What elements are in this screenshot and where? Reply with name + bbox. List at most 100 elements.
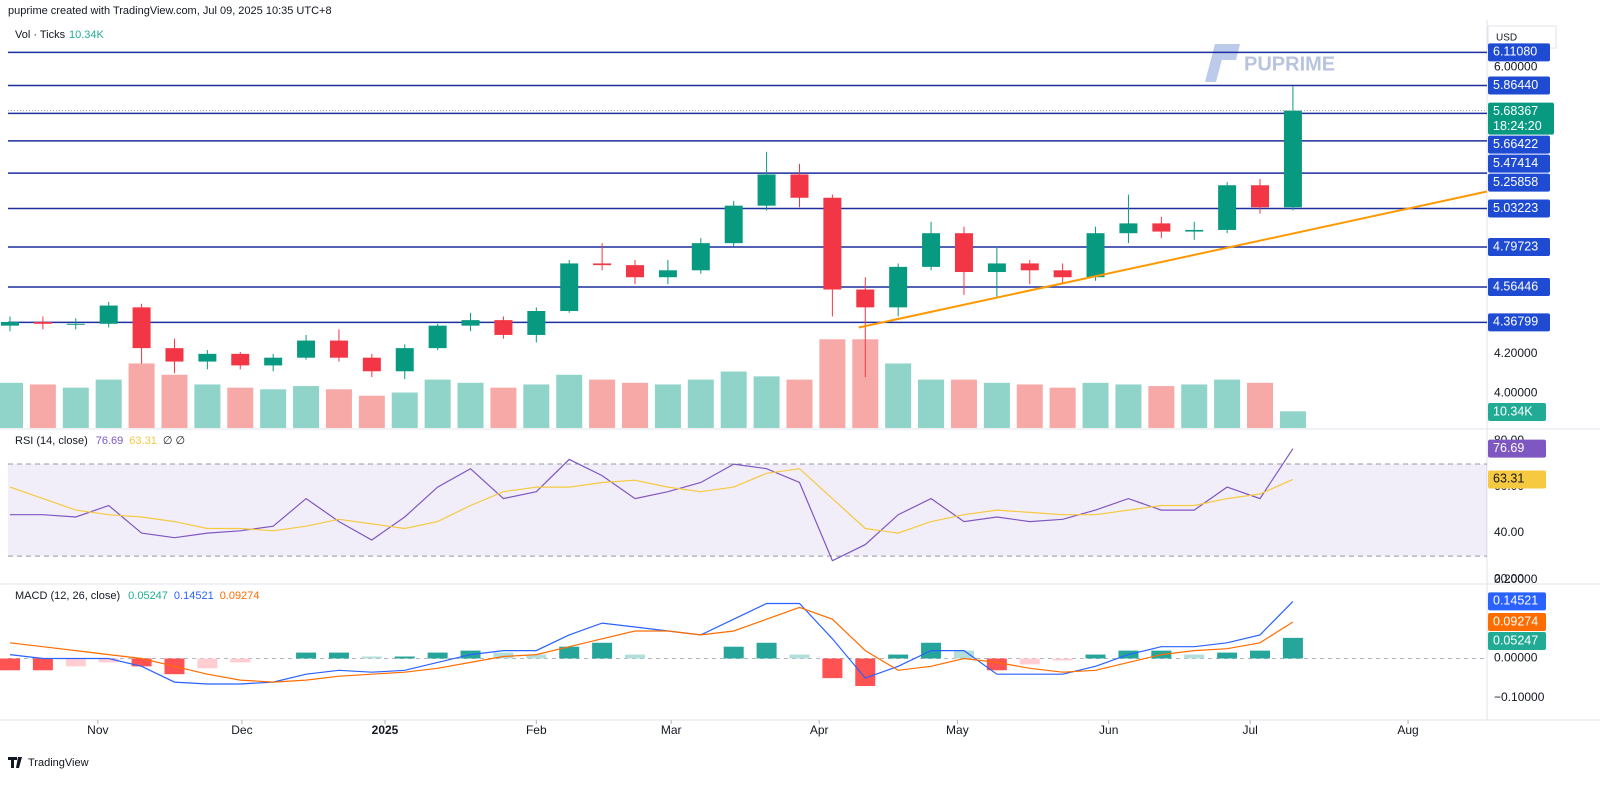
volume-bar — [161, 374, 188, 428]
histogram-bar — [32, 658, 53, 671]
candle-body — [790, 174, 809, 198]
volume-bar — [589, 379, 616, 428]
volume-bar — [654, 384, 681, 428]
countdown: 18:24:20 — [1493, 119, 1542, 133]
volume-bar — [1049, 387, 1076, 428]
axis-value-label-box — [1488, 592, 1546, 611]
level-label-box — [1488, 313, 1550, 332]
histogram-bar — [953, 650, 974, 659]
x-tick-label: 2025 — [372, 723, 399, 737]
indicator-line — [9, 468, 1294, 534]
candle-body — [362, 357, 381, 372]
histogram-bar — [0, 658, 20, 671]
y-tick-label: 20.00 — [1494, 571, 1524, 585]
indicator-line — [9, 600, 1294, 685]
volume-bar — [1181, 384, 1208, 428]
histogram-bar — [855, 658, 876, 686]
level-label-box — [1488, 199, 1550, 218]
histogram-bar — [98, 658, 119, 663]
volume-bar — [358, 395, 385, 428]
level-label: 5.03223 — [1493, 201, 1538, 215]
candle-body — [329, 340, 348, 358]
histogram-bar — [1085, 654, 1106, 659]
axis-value-label-box — [1488, 439, 1546, 458]
histogram-bar — [625, 654, 646, 659]
volume-bar — [29, 384, 56, 428]
indicator-value: 76.69 — [96, 435, 124, 447]
volume-bar — [1082, 382, 1109, 428]
axis-value-label: 0.05247 — [1493, 633, 1538, 647]
volume-bar — [0, 382, 23, 428]
volume-bar — [95, 379, 122, 428]
x-tick-label: Apr — [810, 723, 829, 737]
volume-bar — [490, 387, 517, 428]
x-tick-label: Feb — [526, 723, 547, 737]
candle-body — [691, 243, 710, 271]
current-price: 5.68367 — [1493, 104, 1538, 118]
histogram-bar — [230, 658, 251, 663]
volume-bar — [227, 387, 254, 428]
candle-body — [99, 305, 118, 324]
axis-value-label-box — [1488, 632, 1546, 651]
volume-label-box — [1488, 403, 1546, 421]
histogram-bar — [131, 658, 152, 667]
indicator-value: ∅ ∅ — [163, 435, 185, 447]
level-label: 5.66422 — [1493, 137, 1538, 151]
histogram-bar — [822, 658, 843, 679]
volume-bar — [918, 379, 945, 428]
histogram-bar — [1282, 637, 1303, 659]
volume-bar — [622, 382, 649, 428]
x-tick-label: Nov — [87, 723, 108, 737]
histogram-bar — [1019, 658, 1040, 665]
histogram-bar — [394, 656, 415, 659]
axis-value-label: 0.14521 — [1493, 594, 1538, 608]
watermark: PUPRIME — [1244, 53, 1335, 75]
histogram-bar — [197, 658, 218, 669]
candle-body — [165, 348, 184, 362]
volume-bar — [128, 363, 155, 428]
footer-logo — [8, 757, 22, 768]
candle-body — [1152, 223, 1171, 232]
header-title: puprime created with TradingView.com, Ju… — [8, 5, 332, 17]
candle-body — [1251, 185, 1270, 208]
histogram-bar — [559, 646, 580, 659]
x-tick-label: May — [946, 723, 969, 737]
candle-body — [823, 197, 842, 290]
x-tick-label: Jun — [1099, 723, 1118, 737]
histogram-bar — [1052, 658, 1073, 661]
level-label: 5.25858 — [1493, 175, 1538, 189]
axis-value-label-box — [1488, 470, 1546, 489]
level-label-box — [1488, 237, 1550, 256]
candle-body — [1, 321, 19, 326]
volume-bar — [1279, 411, 1306, 428]
candle-body — [395, 348, 414, 372]
level-label: 4.79723 — [1493, 239, 1538, 253]
indicator-value: 0.14521 — [174, 590, 214, 602]
candle-body — [626, 265, 645, 278]
level-label-box — [1488, 135, 1550, 154]
histogram-bar — [986, 658, 1007, 671]
y-tick-label: 0.20000 — [1494, 572, 1538, 586]
x-tick-label: Jul — [1242, 723, 1257, 737]
y-tick-label: 4.00000 — [1494, 385, 1538, 399]
volume-value: 10.34K — [69, 29, 105, 41]
candle-body — [132, 307, 151, 349]
candle-body — [560, 263, 579, 311]
volume-bar — [885, 363, 912, 428]
candle-body — [461, 320, 480, 326]
candle-body — [954, 233, 973, 273]
candle-body — [1218, 185, 1237, 230]
candle-body — [231, 353, 250, 366]
candle-body — [987, 263, 1006, 273]
level-label: 6.11080 — [1493, 45, 1537, 59]
histogram-bar — [723, 646, 744, 659]
candle-body — [428, 325, 447, 349]
x-tick-label: Mar — [661, 723, 682, 737]
indicator-value: 63.31 — [129, 435, 157, 447]
level-label: 5.47414 — [1493, 156, 1538, 170]
axis-value-label: 63.31 — [1493, 472, 1524, 486]
candle-body — [66, 323, 85, 325]
footer: TradingView — [28, 757, 89, 769]
level-label-box — [1488, 154, 1550, 173]
